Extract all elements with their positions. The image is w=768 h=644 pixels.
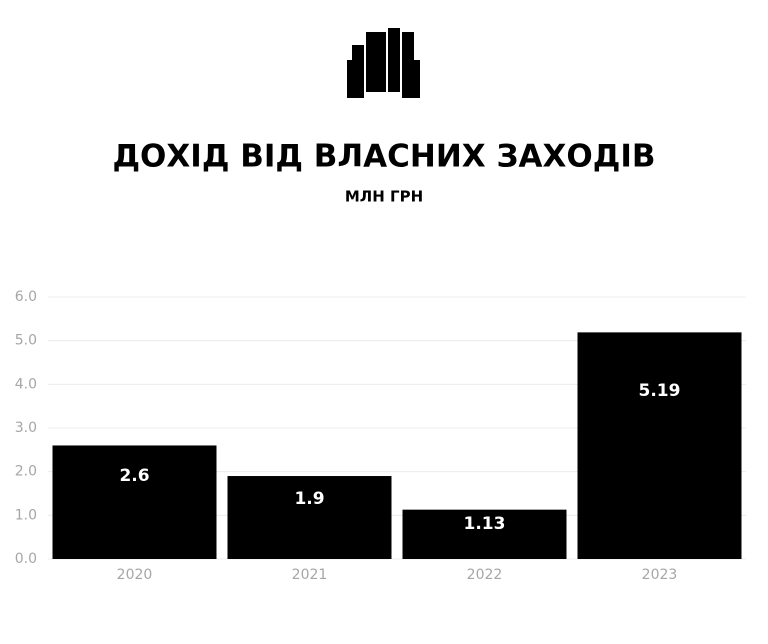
y-tick-label: 3.0 [15,420,37,436]
x-tick-label: 2023 [642,567,678,583]
value-label: 5.19 [639,381,681,401]
y-tick-label: 6.0 [15,289,37,305]
bar [52,445,217,559]
x-tick-label: 2020 [117,567,153,583]
bar [577,332,742,559]
y-tick-label: 5.0 [15,333,37,349]
x-tick-label: 2022 [467,567,503,583]
bar [227,476,392,559]
chart-title: ДОХІД ВІД ВЛАСНИХ ЗАХОДІВ [112,139,655,175]
y-tick-label: 4.0 [15,376,37,392]
value-label: 2.6 [119,466,149,486]
x-tick-label: 2021 [292,567,328,583]
value-label: 1.9 [294,489,324,509]
y-tick-label: 1.0 [15,507,37,523]
y-tick-label: 2.0 [15,464,37,480]
bar [402,509,567,559]
chart-subtitle: МЛН ГРН [345,188,423,206]
value-label: 1.13 [464,514,506,534]
logo-icon [347,28,420,98]
y-tick-label: 0.0 [15,551,37,567]
